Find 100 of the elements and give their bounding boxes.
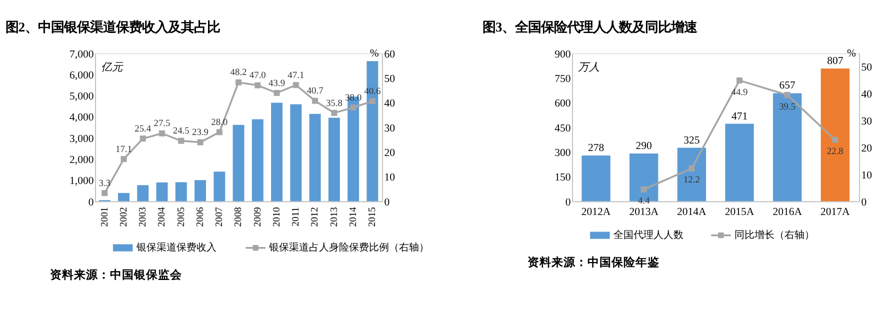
x-tick-label: 2005 bbox=[176, 206, 187, 227]
data-label: 24.5 bbox=[172, 126, 190, 137]
bar bbox=[366, 61, 378, 202]
y-axis-title: 万人 bbox=[578, 62, 600, 74]
data-label: 22.8 bbox=[826, 147, 844, 158]
x-tick-label: 2010 bbox=[271, 206, 282, 227]
x-tick-label: 2013 bbox=[328, 206, 340, 227]
bar bbox=[214, 172, 226, 202]
y2-tick-label: 50 bbox=[861, 62, 872, 74]
point bbox=[102, 190, 108, 196]
point bbox=[140, 136, 146, 142]
y-tick-label: 450 bbox=[554, 122, 571, 134]
bar bbox=[194, 180, 206, 202]
point bbox=[350, 104, 356, 111]
x-tick-label: 2015A bbox=[724, 206, 754, 218]
bar bbox=[175, 182, 187, 202]
point bbox=[236, 79, 242, 86]
y2-tick-label: 50 bbox=[384, 72, 395, 85]
x-tick-label: 2001 bbox=[99, 206, 110, 227]
point bbox=[274, 90, 280, 96]
x-tick-label: 2017A bbox=[820, 206, 850, 218]
y2-tick-label: 40 bbox=[384, 98, 395, 110]
point bbox=[832, 136, 838, 143]
point bbox=[688, 165, 695, 172]
point bbox=[292, 82, 299, 88]
bar bbox=[328, 118, 340, 202]
x-tick-label: 2008 bbox=[233, 206, 244, 227]
x-tick-label: 2011 bbox=[290, 206, 302, 226]
y2-tick-label: 10 bbox=[384, 172, 395, 184]
data-label: 807 bbox=[827, 55, 844, 68]
legend-label: 同比增长（右轴） bbox=[734, 228, 814, 241]
text: 资料来源：中国银保监会 bbox=[50, 267, 184, 282]
point bbox=[784, 92, 790, 98]
y2-axis-title: % bbox=[370, 47, 379, 60]
x-tick-label: 2014 bbox=[348, 206, 359, 227]
data-label: 278 bbox=[588, 142, 604, 154]
bar bbox=[156, 182, 168, 202]
point bbox=[159, 130, 166, 136]
data-label: 40.7 bbox=[306, 86, 324, 97]
y2-tick-label: 30 bbox=[861, 116, 872, 128]
point bbox=[331, 110, 338, 116]
bar bbox=[232, 124, 244, 202]
x-tick-label: 2013A bbox=[629, 206, 659, 218]
bar bbox=[118, 192, 130, 202]
bar bbox=[582, 156, 610, 202]
point bbox=[736, 77, 743, 84]
data-label: 17.1 bbox=[116, 144, 132, 155]
point bbox=[369, 98, 376, 104]
data-label: 47.1 bbox=[288, 70, 304, 81]
bar bbox=[725, 124, 754, 202]
y2-tick-label: 40 bbox=[861, 88, 872, 101]
x-tick-label: 2012 bbox=[310, 206, 321, 227]
text: 资料来源：中国保险年鉴 bbox=[527, 254, 660, 269]
bar bbox=[772, 93, 802, 202]
y2-tick-label: 0 bbox=[861, 196, 867, 208]
point bbox=[640, 186, 647, 192]
point bbox=[312, 98, 318, 104]
y-tick-label: 750 bbox=[554, 72, 571, 85]
x-tick-label: 2015 bbox=[367, 206, 378, 227]
y-tick-label: 900 bbox=[554, 48, 571, 60]
point bbox=[178, 138, 184, 144]
data-label: 43.9 bbox=[268, 78, 286, 89]
y-tick-label: 150 bbox=[554, 172, 571, 184]
chart-title: 图3、全国保险代理人人数及同比增速 bbox=[482, 20, 698, 35]
y-tick-label: 7,000 bbox=[70, 48, 94, 60]
x-tick-label: 2014A bbox=[677, 206, 707, 218]
x-tick-label: 2002 bbox=[118, 206, 130, 227]
point bbox=[254, 82, 261, 88]
x-tick-label: 2009 bbox=[252, 206, 264, 227]
y2-tick-label: 60 bbox=[384, 48, 395, 60]
legend-label: 银保渠道保费收入 bbox=[135, 242, 216, 254]
y2-tick-label: 20 bbox=[384, 146, 395, 159]
y2-tick-label: 10 bbox=[861, 169, 872, 182]
data-label: 28.0 bbox=[211, 118, 228, 128]
data-label: 39.5 bbox=[779, 102, 796, 112]
chart-title: 图2、中国银保渠道保费收入及其占比 bbox=[5, 20, 220, 35]
data-label: 25.4 bbox=[134, 124, 152, 134]
data-label: 325 bbox=[684, 134, 700, 146]
x-tick-label: 2012A bbox=[581, 206, 611, 218]
legend-label: 全国代理人人数 bbox=[613, 228, 684, 241]
data-label: 12.2 bbox=[683, 176, 700, 186]
bar bbox=[820, 68, 850, 202]
y-tick-label: 300 bbox=[554, 146, 571, 159]
data-label: 290 bbox=[636, 140, 652, 152]
y-tick-label: 2,000 bbox=[70, 154, 94, 166]
y2-tick-label: 30 bbox=[384, 122, 395, 134]
data-label: 35.8 bbox=[326, 98, 343, 109]
bar bbox=[252, 119, 264, 202]
y2-axis-title: % bbox=[846, 47, 856, 60]
bar bbox=[290, 104, 302, 202]
y-tick-label: 3,000 bbox=[70, 132, 94, 145]
y-tick-label: 0 bbox=[88, 196, 94, 208]
x-tick-label: 2006 bbox=[194, 206, 206, 227]
data-label: 3.3 bbox=[98, 178, 111, 189]
y-axis-title: 亿元 bbox=[100, 62, 124, 74]
y-tick-label: 6,000 bbox=[70, 69, 94, 82]
y-tick-label: 0 bbox=[565, 196, 571, 208]
y-tick-label: 5,000 bbox=[70, 90, 94, 103]
point bbox=[120, 156, 127, 162]
point bbox=[216, 129, 222, 136]
